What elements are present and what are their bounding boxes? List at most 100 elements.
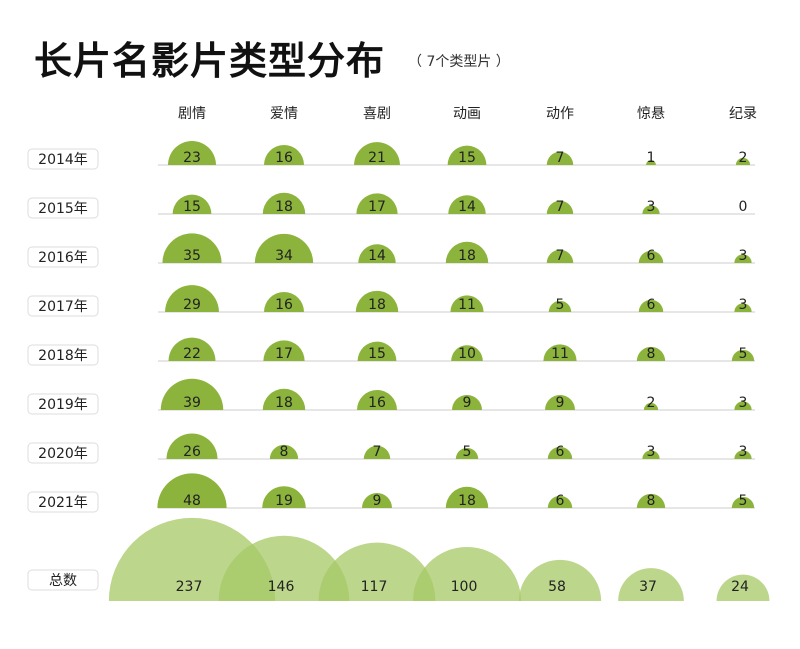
value-label-6-6: 3 [739,444,748,460]
value-label-1-0: 15 [183,199,201,215]
value-label-5-2: 16 [368,395,386,411]
value-label-7-3: 18 [458,493,476,509]
total-bubble-4 [518,559,602,601]
chart-subtitle: （ 7个类型片 ） [408,54,510,70]
bubble-1-5 [642,205,660,214]
total-value-0: 237 [176,579,203,595]
value-label-4-5: 8 [647,346,656,362]
value-label-3-4: 5 [556,297,565,313]
row-label-0: 2014年 [38,152,88,168]
bubble-3-6 [734,303,752,312]
value-label-6-0: 26 [183,444,201,460]
value-label-3-6: 3 [739,297,748,313]
row-label-6: 2020年 [38,446,88,462]
column-header-3: 动画 [453,106,481,122]
row-label-1-box: 2015年 [27,197,99,219]
value-label-1-2: 17 [368,199,386,215]
bubble-6-2 [363,445,391,459]
value-label-3-2: 18 [368,297,386,313]
bubble-4-4 [543,344,577,361]
bubble-4-5 [636,346,666,361]
row-label-3: 2017年 [38,299,88,315]
value-label-7-5: 8 [647,493,656,509]
bubble-6-3 [455,447,479,459]
value-label-0-0: 23 [183,150,201,166]
bubble-2-6 [734,254,752,263]
bubble-2-0 [162,233,222,263]
bubble-5-3 [452,395,482,410]
value-label-1-3: 14 [458,199,476,215]
bubble-2-3 [445,241,489,263]
total-bubble-2 [318,542,436,601]
value-label-7-4: 6 [556,493,565,509]
value-label-7-2: 9 [373,493,382,509]
value-label-4-2: 15 [368,346,386,362]
bubble-2-2 [358,244,396,263]
bubble-0-6 [735,157,751,165]
column-header-0: 剧情 [178,106,206,122]
value-label-3-0: 29 [183,297,201,313]
bubble-5-0 [160,378,224,410]
row-label-3-box: 2017年 [27,295,99,317]
bubble-1-4 [546,200,574,214]
total-bubble-5 [618,568,684,601]
bubble-6-1 [269,444,299,459]
value-label-5-0: 39 [183,395,201,411]
bubble-2-5 [638,250,664,263]
value-label-6-3: 5 [463,444,472,460]
total-bubble-1 [218,535,350,601]
value-label-7-6: 5 [739,493,748,509]
value-label-5-4: 9 [556,395,565,411]
bubble-3-0 [165,285,219,312]
value-label-1-5: 3 [647,199,656,215]
row-label-4: 2018年 [38,348,88,364]
total-value-1: 146 [268,579,295,595]
bubble-7-2 [362,493,392,508]
bubble-2-4 [546,249,574,263]
row-label-6-frame [27,442,99,464]
row-label-0-frame [27,148,99,170]
bubble-3-4 [548,300,572,312]
bubble-7-1 [262,486,306,508]
total-value-4: 58 [548,579,566,595]
bubble-4-1 [263,340,305,361]
bubble-5-5 [643,402,659,410]
bubble-0-0 [168,141,216,165]
total-value-5: 37 [639,579,657,595]
value-label-3-3: 11 [458,297,476,313]
value-label-2-6: 3 [739,248,748,264]
total-bubble-3 [413,547,521,601]
bubble-7-4 [547,495,573,508]
bubble-4-6 [731,349,755,361]
bubble-1-3 [448,195,486,214]
row-label-2-box: 2016年 [27,246,99,268]
bubble-0-5 [646,160,656,165]
bubble-6-5 [642,450,660,459]
value-label-4-6: 5 [739,346,748,362]
bubble-3-3 [450,295,484,312]
row-label-3-frame [27,295,99,317]
value-label-6-1: 8 [280,444,289,460]
bubble-6-4 [547,446,573,459]
row-label-7: 2021年 [38,495,88,511]
column-header-6: 纪录 [729,106,757,122]
bubble-5-4 [545,395,575,410]
bubble-4-2 [357,341,397,361]
value-label-4-0: 22 [183,346,201,362]
value-label-0-4: 7 [556,150,565,166]
value-label-7-0: 48 [183,493,201,509]
column-header-1: 爱情 [270,106,298,122]
bubble-5-2 [357,390,397,410]
bubble-1-0 [172,194,212,214]
totals-label-box: 总数 [27,569,99,591]
bubble-2-1 [254,233,314,263]
row-label-6-box: 2020年 [27,442,99,464]
bubble-3-5 [638,299,664,312]
value-label-6-2: 7 [373,444,382,460]
value-label-5-6: 3 [739,395,748,411]
value-label-7-1: 19 [275,493,293,509]
totals-label-frame [27,569,99,591]
value-label-0-6: 2 [739,150,748,166]
row-label-5-frame [27,393,99,415]
